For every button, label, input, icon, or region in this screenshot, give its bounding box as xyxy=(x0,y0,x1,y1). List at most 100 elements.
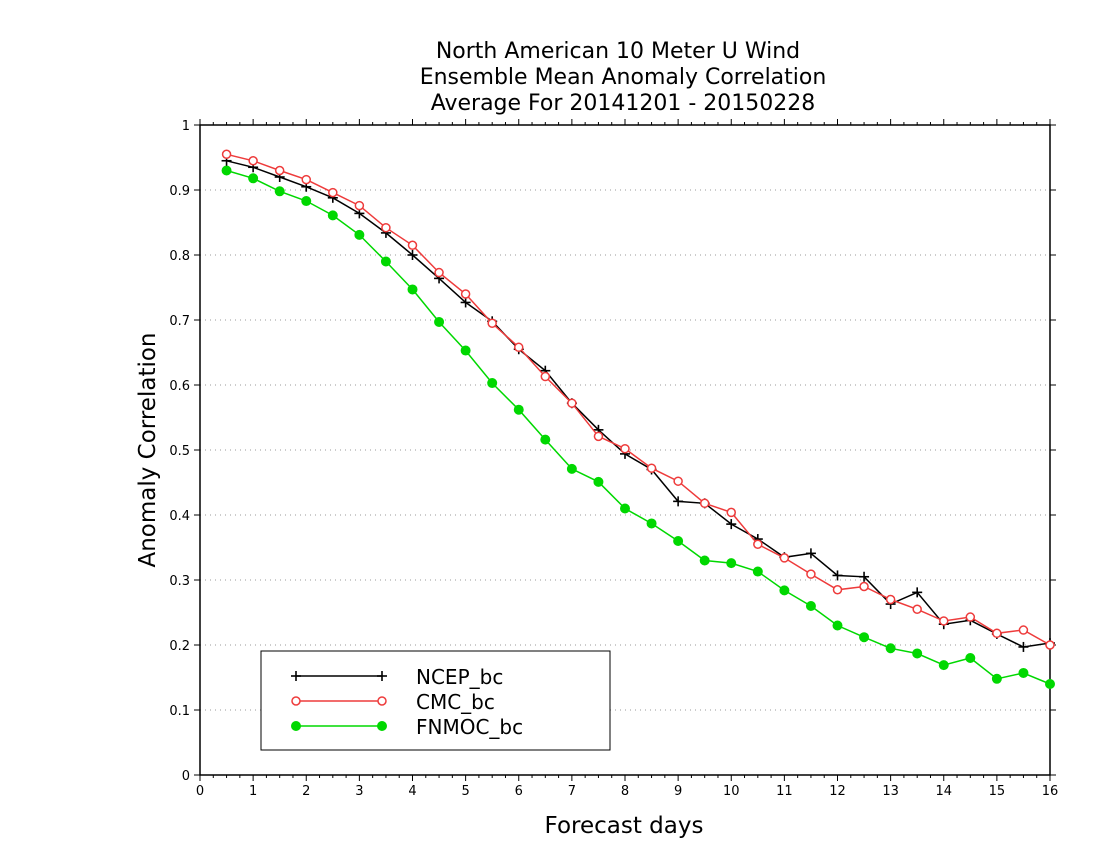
x-tick-label: 0 xyxy=(196,784,204,799)
data-point xyxy=(248,173,259,184)
data-point xyxy=(513,404,524,415)
x-tick-label: 11 xyxy=(776,784,793,799)
series-CMC_bc xyxy=(221,149,1055,650)
data-point xyxy=(540,371,551,382)
legend-marker xyxy=(291,696,301,706)
x-tick-label: 10 xyxy=(723,784,740,799)
data-point xyxy=(354,200,365,211)
data-point xyxy=(380,256,391,267)
data-point xyxy=(487,378,498,389)
data-point xyxy=(327,210,338,221)
data-point xyxy=(354,229,365,240)
x-axis-label: Forecast days xyxy=(545,813,704,839)
data-point xyxy=(1018,667,1029,678)
series-FNMOC_bc xyxy=(221,165,1055,689)
data-point xyxy=(407,240,418,250)
data-point xyxy=(699,498,710,509)
y-tick-label: 0.1 xyxy=(169,704,190,719)
y-tick-label: 0.2 xyxy=(169,639,190,654)
y-tick-label: 0 xyxy=(182,769,190,784)
data-point xyxy=(859,632,870,643)
legend-marker xyxy=(377,721,387,731)
data-point xyxy=(221,165,232,176)
data-point xyxy=(673,476,683,486)
data-point xyxy=(274,165,285,176)
legend-box xyxy=(260,650,611,751)
x-tick-label: 1 xyxy=(249,784,257,799)
data-point xyxy=(646,518,657,529)
x-tick-label: 12 xyxy=(829,784,846,799)
legend: NCEP_bc CMC_bc FNMOC_bc xyxy=(260,650,611,751)
data-point xyxy=(912,648,923,659)
data-point xyxy=(753,539,763,549)
y-tick-label: 0.4 xyxy=(169,509,190,524)
x-tick-label: 16 xyxy=(1042,784,1059,799)
legend-marker xyxy=(291,671,301,681)
legend-marker xyxy=(291,721,301,731)
x-tick-label: 7 xyxy=(568,784,576,799)
data-point xyxy=(274,186,285,197)
x-tick-label: 13 xyxy=(882,784,899,799)
y-tick-label: 1 xyxy=(182,119,190,134)
legend-symbol xyxy=(291,671,387,681)
data-point xyxy=(434,267,444,278)
data-point xyxy=(859,581,869,592)
y-tick-label: 0.6 xyxy=(169,379,190,394)
data-point xyxy=(407,284,418,295)
legend-symbol xyxy=(291,696,387,706)
data-point xyxy=(805,601,816,611)
x-tick-label: 3 xyxy=(355,784,363,799)
legend-label-ncep: NCEP_bc xyxy=(416,665,503,689)
tick-marks: 00.10.20.30.40.50.60.70.80.910 1 2 3 4 5 6 7 8 9 1… xyxy=(169,119,1058,799)
legend-label-cmc: CMC_bc xyxy=(416,690,495,714)
data-point xyxy=(965,612,976,622)
data-point xyxy=(752,566,763,577)
data-point xyxy=(407,250,418,260)
data-point xyxy=(885,594,896,605)
data-point xyxy=(885,643,896,654)
data-point xyxy=(620,503,630,514)
data-point xyxy=(938,660,949,671)
data-point xyxy=(965,653,976,663)
legend-marker xyxy=(377,696,387,706)
data-point xyxy=(779,585,790,596)
title-line-1: North American 10 Meter U Wind xyxy=(436,39,800,64)
data-point xyxy=(301,174,311,185)
y-tick-label: 0.3 xyxy=(169,574,190,589)
data-point xyxy=(381,222,391,233)
series-line xyxy=(226,160,1051,648)
data-point xyxy=(992,628,1002,639)
x-tick-label: 14 xyxy=(935,784,952,799)
legend-label-fnmoc: FNMOC_bc xyxy=(416,715,523,739)
data-point xyxy=(593,476,604,487)
series-line xyxy=(226,169,1051,685)
x-tick-label: 5 xyxy=(461,784,469,799)
data-point xyxy=(939,616,949,626)
series-layer xyxy=(221,149,1055,689)
data-point xyxy=(620,443,630,454)
x-tick-label: 6 xyxy=(515,784,523,799)
data-point xyxy=(566,463,577,474)
data-point xyxy=(487,318,497,328)
data-point xyxy=(912,587,923,598)
data-point xyxy=(434,316,445,327)
legend-marker xyxy=(377,671,387,681)
data-point xyxy=(805,548,816,559)
data-point xyxy=(567,398,577,408)
data-point xyxy=(1018,625,1029,635)
data-point xyxy=(540,434,551,445)
data-point xyxy=(221,149,232,159)
data-point xyxy=(301,196,312,207)
x-tick-label: 4 xyxy=(408,784,416,799)
data-point xyxy=(832,585,843,595)
y-tick-label: 0.7 xyxy=(169,314,190,329)
data-point xyxy=(832,570,843,581)
legend-symbol xyxy=(291,721,387,731)
data-point xyxy=(859,571,870,582)
data-point xyxy=(460,297,471,308)
data-point xyxy=(726,507,736,518)
x-tick-label: 8 xyxy=(621,784,629,799)
data-point xyxy=(726,519,737,530)
data-point xyxy=(248,156,258,166)
